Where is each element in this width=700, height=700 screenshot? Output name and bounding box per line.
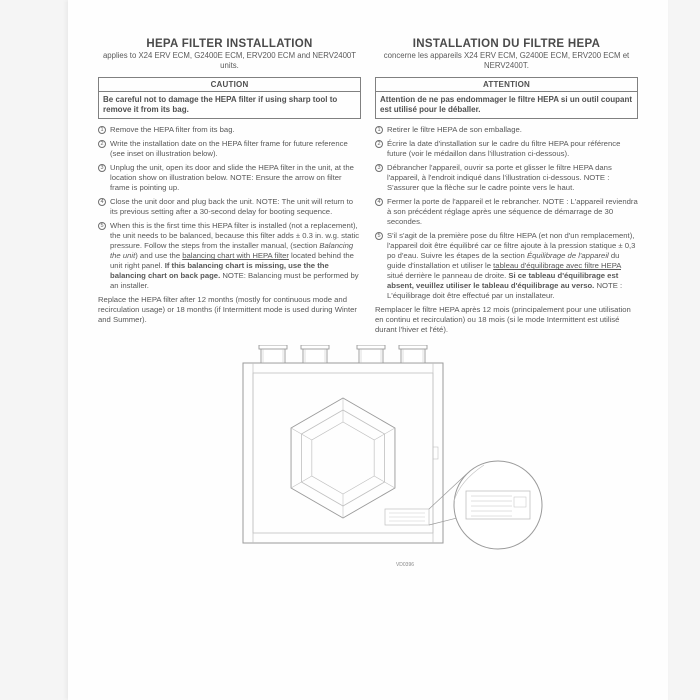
unit-diagram: VD0396 — [98, 345, 638, 568]
step-text: Fermer la porte de l'appareil et le rebr… — [387, 197, 638, 227]
subtitle-en: applies to X24 ERV ECM, G2400E ECM, ERV2… — [98, 51, 361, 70]
step-number: 4 — [375, 197, 387, 227]
step: 4Close the unit door and plug back the u… — [98, 197, 361, 217]
title-en: HEPA FILTER INSTALLATION — [98, 38, 361, 50]
caution-body-en: Be careful not to damage the HEPA filter… — [99, 92, 360, 118]
step: 5S'il s'agit de la première pose du filt… — [375, 231, 638, 301]
step-text: Débrancher l'appareil, ouvrir sa porte e… — [387, 163, 638, 193]
footer-en: Replace the HEPA filter after 12 months … — [98, 295, 361, 325]
step: 3Débrancher l'appareil, ouvrir sa porte … — [375, 163, 638, 193]
step: 1Retirer le filtre HEPA de son emballage… — [375, 125, 638, 135]
step-text: Retirer le filtre HEPA de son emballage. — [387, 125, 638, 135]
diagram-code: VD0396 — [172, 562, 638, 568]
step-text: Unplug the unit, open its door and slide… — [110, 163, 361, 193]
step-text: S'il s'agit de la première pose du filtr… — [387, 231, 638, 301]
step-number: 5 — [98, 221, 110, 291]
subtitle-fr: concerne les appareils X24 ERV ECM, G240… — [375, 51, 638, 70]
step-number: 5 — [375, 231, 387, 301]
diagram-svg — [168, 345, 568, 560]
caution-head-en: CAUTION — [99, 78, 360, 92]
step-number: 1 — [98, 125, 110, 135]
step-number: 2 — [98, 139, 110, 159]
step-text: Write the installation date on the HEPA … — [110, 139, 361, 159]
caution-body-fr: Attention de ne pas endommager le filtre… — [376, 92, 637, 118]
instruction-sheet: HEPA FILTER INSTALLATION applies to X24 … — [68, 0, 668, 700]
caution-box-fr: ATTENTION Attention de ne pas endommager… — [375, 77, 638, 119]
two-column-layout: HEPA FILTER INSTALLATION applies to X24 … — [98, 38, 638, 335]
title-fr: INSTALLATION DU FILTRE HEPA — [375, 38, 638, 50]
english-column: HEPA FILTER INSTALLATION applies to X24 … — [98, 38, 361, 335]
step: 4Fermer la porte de l'appareil et le reb… — [375, 197, 638, 227]
step: 3Unplug the unit, open its door and slid… — [98, 163, 361, 193]
step-text: Close the unit door and plug back the un… — [110, 197, 361, 217]
step: 5When this is the first time this HEPA f… — [98, 221, 361, 291]
steps-fr: 1Retirer le filtre HEPA de son emballage… — [375, 125, 638, 301]
french-column: INSTALLATION DU FILTRE HEPA concerne les… — [375, 38, 638, 335]
caution-box-en: CAUTION Be careful not to damage the HEP… — [98, 77, 361, 119]
step-text: When this is the first time this HEPA fi… — [110, 221, 361, 291]
step: 2Write the installation date on the HEPA… — [98, 139, 361, 159]
step: 2Écrire la date d'installation sur le ca… — [375, 139, 638, 159]
step-number: 2 — [375, 139, 387, 159]
step-text: Remove the HEPA filter from its bag. — [110, 125, 361, 135]
step: 1Remove the HEPA filter from its bag. — [98, 125, 361, 135]
footer-fr: Remplacer le filtre HEPA après 12 mois (… — [375, 305, 638, 335]
step-number: 3 — [98, 163, 110, 193]
step-number: 1 — [375, 125, 387, 135]
caution-head-fr: ATTENTION — [376, 78, 637, 92]
step-text: Écrire la date d'installation sur le cad… — [387, 139, 638, 159]
step-number: 3 — [375, 163, 387, 193]
steps-en: 1Remove the HEPA filter from its bag.2Wr… — [98, 125, 361, 291]
step-number: 4 — [98, 197, 110, 217]
